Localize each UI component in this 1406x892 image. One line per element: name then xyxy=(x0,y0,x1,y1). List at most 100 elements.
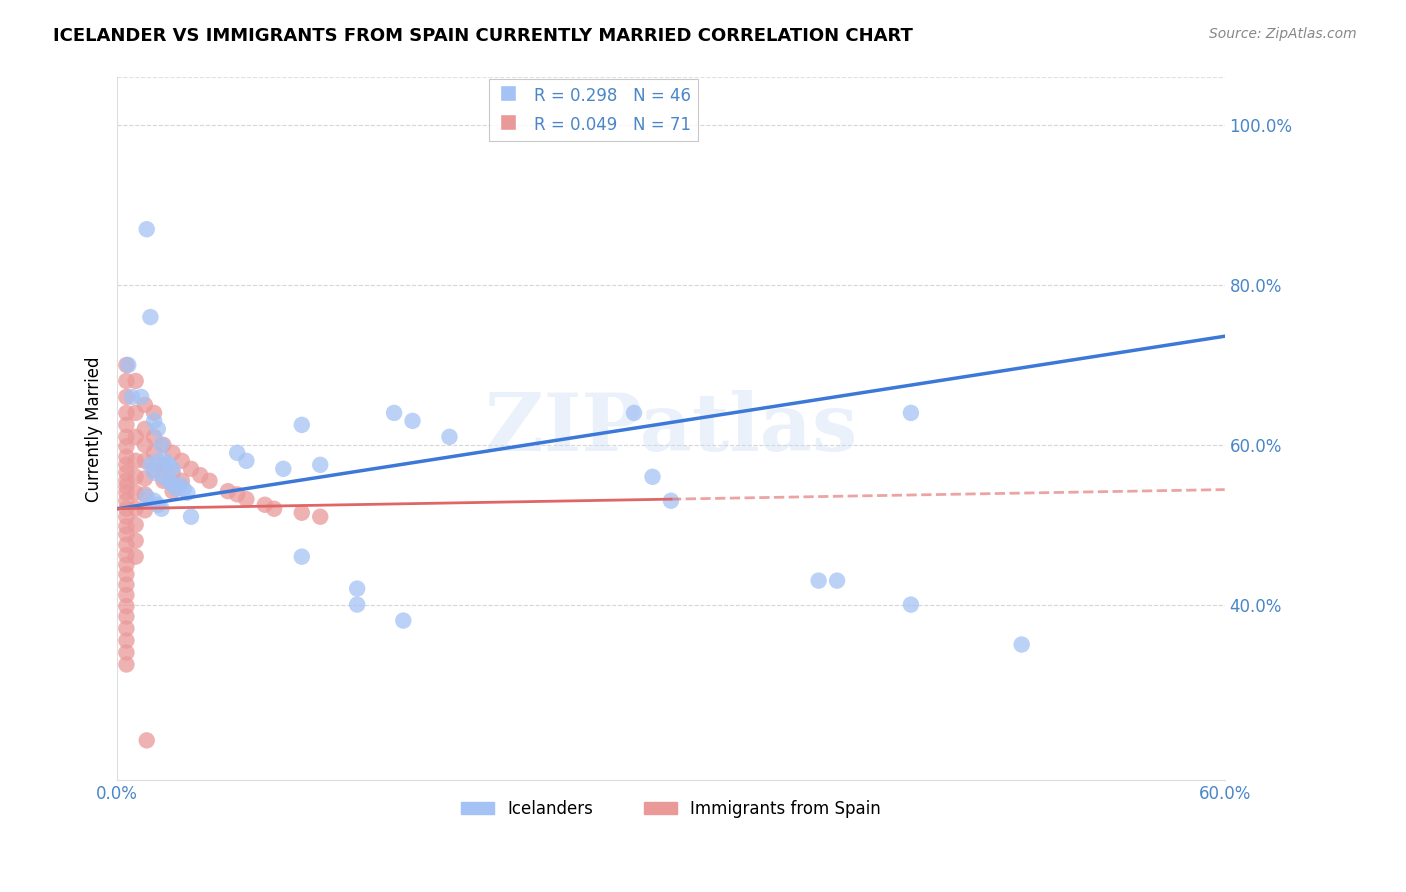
Point xyxy=(115,458,138,472)
Point xyxy=(115,430,138,444)
Point xyxy=(139,310,162,324)
Point xyxy=(170,454,193,468)
Point xyxy=(115,622,138,636)
Point xyxy=(235,454,257,468)
Point xyxy=(124,533,146,548)
Point xyxy=(115,406,138,420)
Point xyxy=(115,374,138,388)
Point xyxy=(392,614,415,628)
Point xyxy=(188,468,211,483)
Point xyxy=(115,466,138,480)
Point xyxy=(291,549,314,564)
Point xyxy=(115,527,138,541)
Point xyxy=(173,482,195,496)
Point xyxy=(124,549,146,564)
Point xyxy=(115,450,138,464)
Point xyxy=(143,414,166,428)
Point xyxy=(659,493,682,508)
Point xyxy=(825,574,848,588)
Point xyxy=(115,417,138,432)
Point xyxy=(115,609,138,624)
Point xyxy=(124,374,146,388)
Point xyxy=(162,446,184,460)
Point xyxy=(180,509,202,524)
Point xyxy=(198,474,221,488)
Text: Source: ZipAtlas.com: Source: ZipAtlas.com xyxy=(1209,27,1357,41)
Point xyxy=(134,438,156,452)
Point xyxy=(124,501,146,516)
Point xyxy=(226,446,249,460)
Point xyxy=(439,430,461,444)
Point xyxy=(115,493,138,508)
Point xyxy=(115,485,138,500)
Text: ICELANDER VS IMMIGRANTS FROM SPAIN CURRENTLY MARRIED CORRELATION CHART: ICELANDER VS IMMIGRANTS FROM SPAIN CURRE… xyxy=(53,27,914,45)
Point xyxy=(346,582,368,596)
Point xyxy=(124,406,146,420)
Point xyxy=(143,493,166,508)
Point xyxy=(162,484,184,499)
Y-axis label: Currently Married: Currently Married xyxy=(86,356,103,501)
Point xyxy=(170,474,193,488)
Point xyxy=(134,503,156,517)
Point xyxy=(115,538,138,552)
Point xyxy=(134,487,156,501)
Point xyxy=(115,633,138,648)
Point xyxy=(121,390,143,404)
Point xyxy=(146,454,169,468)
Point xyxy=(263,501,285,516)
Point xyxy=(115,358,138,372)
Point xyxy=(226,487,249,501)
Point xyxy=(143,463,166,477)
Point xyxy=(217,484,239,499)
Point xyxy=(165,482,187,496)
Point xyxy=(180,462,202,476)
Point xyxy=(152,458,174,472)
Point xyxy=(150,438,173,452)
Point xyxy=(162,462,184,476)
Point xyxy=(124,430,146,444)
Point xyxy=(169,477,191,491)
Point xyxy=(900,406,922,420)
Point xyxy=(143,446,166,460)
Point xyxy=(143,430,166,444)
Point xyxy=(291,417,314,432)
Point xyxy=(807,574,830,588)
Point xyxy=(346,598,368,612)
Point xyxy=(124,485,146,500)
Point xyxy=(115,588,138,602)
Point xyxy=(134,422,156,436)
Point xyxy=(115,599,138,614)
Point xyxy=(115,439,138,453)
Point xyxy=(134,398,156,412)
Point xyxy=(115,657,138,672)
Point xyxy=(152,470,174,484)
Point xyxy=(253,498,276,512)
Point xyxy=(150,501,173,516)
Point xyxy=(273,462,295,476)
Point xyxy=(115,646,138,660)
Point xyxy=(129,390,152,404)
Point xyxy=(143,406,166,420)
Point xyxy=(124,470,146,484)
Point xyxy=(146,422,169,436)
Point xyxy=(134,471,156,485)
Point xyxy=(115,548,138,562)
Point xyxy=(291,506,314,520)
Point xyxy=(134,454,156,468)
Point xyxy=(124,517,146,532)
Point xyxy=(157,458,180,472)
Point xyxy=(900,598,922,612)
Point xyxy=(115,577,138,591)
Point xyxy=(115,474,138,488)
Point xyxy=(401,414,423,428)
Point xyxy=(1011,638,1033,652)
Point xyxy=(176,485,198,500)
Point xyxy=(115,567,138,582)
Point xyxy=(157,474,180,488)
Point xyxy=(309,509,332,524)
Point xyxy=(641,470,664,484)
Point xyxy=(115,509,138,524)
Point xyxy=(143,466,166,480)
Point xyxy=(235,492,257,507)
Point xyxy=(115,558,138,572)
